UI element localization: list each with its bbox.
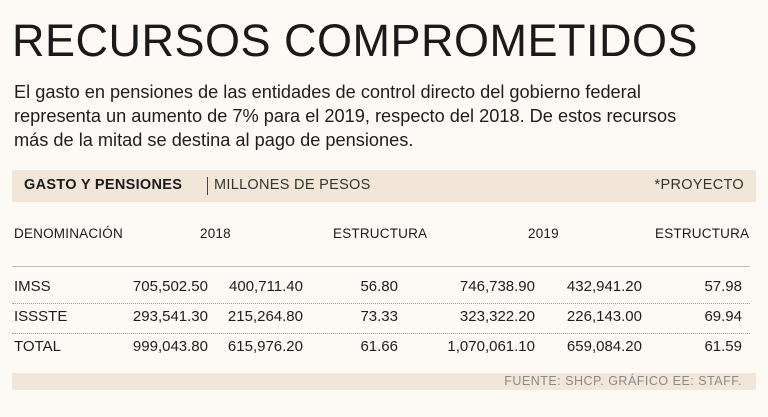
row-estructura-2019: 69.94 [704,308,742,325]
title-separator [207,177,208,195]
row-total-2019: 1,070,061.10 [447,338,535,355]
header-denominacion: DENOMINACIÓN [14,226,123,241]
header-rule [12,266,750,267]
header-estructura-2018: ESTRUCTURA [333,226,428,241]
row-total-2019: 323,322.20 [459,308,535,325]
source-credit: FUENTE: SHCP. GRÁFICO EE: STAFF. [504,374,742,388]
row-total-2019: 746,738.90 [459,278,535,295]
row-pensiones-2018: 615,976.20 [227,338,303,355]
row-pensiones-2018: 400,711.40 [229,278,303,295]
row-name: TOTAL [14,338,61,355]
source-footer: FUENTE: SHCP. GRÁFICO EE: STAFF. [12,373,756,390]
row-pensiones-2019: 659,084.20 [566,338,642,355]
row-total-2018: 999,043.80 [132,338,208,355]
table-title-bar: GASTO Y PENSIONES MILLONES DE PESOS *PRO… [12,170,756,202]
table-units: MILLONES DE PESOS [214,177,371,193]
row-estructura-2018: 73.33 [360,308,398,325]
row-estructura-2019: 57.98 [704,278,742,295]
row-divider [12,333,750,334]
row-estructura-2018: 61.66 [360,338,398,355]
row-name: IMSS [14,278,51,295]
row-name: ISSSTE [14,308,68,325]
header-year-2019: 2019 [528,226,559,241]
intro-line-1: El gasto en pensiones de las entidades d… [14,82,641,102]
intro-line-2: representa un aumento de 7% para el 2019… [14,106,677,126]
row-estructura-2018: 56.80 [360,278,398,295]
table-title: GASTO Y PENSIONES [24,177,183,193]
row-pensiones-2019: 226,143.00 [566,308,642,325]
header-year-2018: 2018 [200,226,231,241]
header-estructura-2019: ESTRUCTURA [655,226,750,241]
row-total-2018: 705,502.50 [132,278,208,295]
intro-line-3: más de la mitad se destina al pago de pe… [14,130,414,150]
row-total-2018: 293,541.30 [132,308,208,325]
row-pensiones-2019: 432,941.20 [566,278,642,295]
row-divider [12,303,750,304]
row-pensiones-2018: 215,264.80 [227,308,303,325]
intro-paragraph: El gasto en pensiones de las entidades d… [14,80,754,152]
row-estructura-2019: 61.59 [704,338,742,355]
page-title: RECURSOS COMPROMETIDOS [12,15,699,66]
projection-note: *PROYECTO [654,177,744,193]
